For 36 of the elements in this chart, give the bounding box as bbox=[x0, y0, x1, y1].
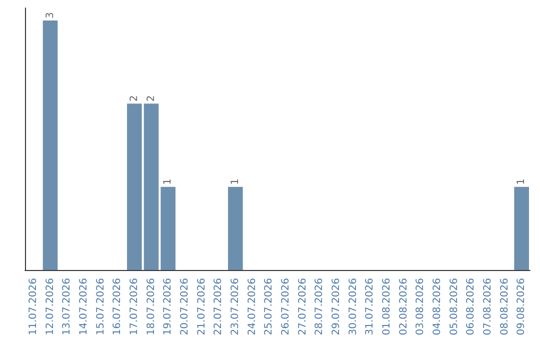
x-tick-label: 29.07.2026 bbox=[330, 278, 342, 336]
data-label: 1 bbox=[162, 178, 174, 185]
x-tick-label: 27.07.2026 bbox=[297, 278, 308, 336]
x-tick-label: 06.08.2026 bbox=[466, 278, 477, 336]
x-tick-label: 23.07.2026 bbox=[230, 278, 241, 336]
x-tick-label: 13.07.2026 bbox=[62, 278, 73, 336]
x-tick-label: 12.07.2026 bbox=[44, 278, 56, 336]
data-label: 1 bbox=[230, 178, 241, 185]
x-tick-label: 22.07.2026 bbox=[213, 278, 224, 336]
x-tick-label: 05.08.2026 bbox=[448, 278, 460, 336]
x-tick-label: 07.08.2026 bbox=[482, 278, 494, 336]
x-tick-label: 02.08.2026 bbox=[398, 278, 410, 336]
data-label: 2 bbox=[128, 95, 140, 102]
x-tick-label: 14.07.2026 bbox=[78, 278, 90, 336]
x-tick-label: 18.07.2026 bbox=[146, 278, 157, 336]
data-label: 3 bbox=[44, 12, 56, 18]
x-tick-label: 24.07.2026 bbox=[246, 278, 258, 336]
x-tick-label: 30.07.2026 bbox=[348, 278, 359, 336]
x-tick-label: 20.07.2026 bbox=[179, 278, 190, 336]
x-tick-label: 04.08.2026 bbox=[432, 278, 443, 336]
x-tick-label: 11.07.2026 bbox=[28, 278, 39, 336]
x-tick-label: 28.07.2026 bbox=[314, 278, 326, 336]
data-label: 2 bbox=[146, 95, 157, 102]
x-tick-label: 25.07.2026 bbox=[264, 278, 275, 336]
x-tick-label: 21.07.2026 bbox=[196, 278, 208, 336]
x-tick-label: 31.07.2026 bbox=[364, 278, 376, 336]
x-tick-label: 08.08.2026 bbox=[499, 278, 510, 336]
x-tick-label: 15.07.2026 bbox=[95, 278, 106, 336]
data-label: 1 bbox=[516, 178, 528, 185]
x-tick-label: 01.08.2026 bbox=[381, 278, 392, 336]
x-tick-label: 26.07.2026 bbox=[280, 278, 292, 336]
x-tick-label: 16.07.2026 bbox=[112, 278, 124, 336]
x-tick-label: 03.08.2026 bbox=[415, 278, 426, 336]
x-tick-label: 09.08.2026 bbox=[516, 278, 528, 336]
x-tick-label: 17.07.2026 bbox=[128, 278, 140, 336]
x-tick-label: 19.07.2026 bbox=[162, 278, 174, 336]
